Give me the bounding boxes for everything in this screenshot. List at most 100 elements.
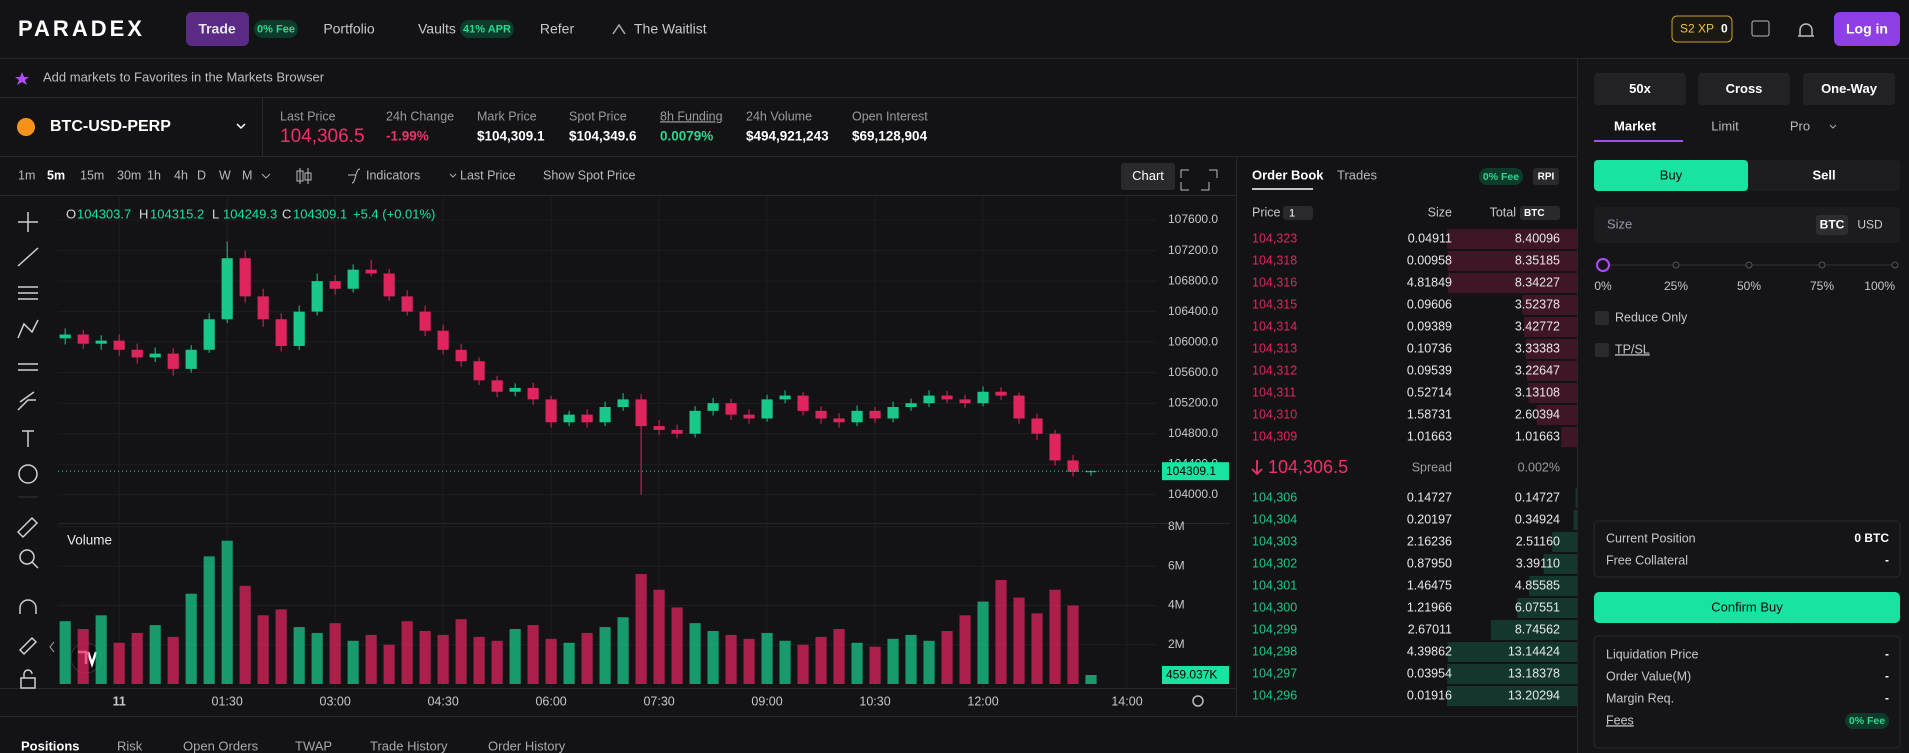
order-type[interactable]: Market: [1614, 118, 1657, 133]
chart-button-text[interactable]: Chart: [1132, 168, 1164, 183]
interval[interactable]: 15m: [80, 168, 104, 182]
interval[interactable]: D: [197, 168, 206, 182]
nav-item[interactable]: Portfolio: [323, 21, 375, 37]
ob-price[interactable]: 104,309: [1252, 429, 1297, 443]
slider-stop[interactable]: [1745, 261, 1753, 269]
trade-button[interactable]: [186, 12, 249, 46]
candle-type-icon[interactable]: [296, 168, 312, 184]
ob-price[interactable]: 104,313: [1252, 341, 1297, 355]
setting-button[interactable]: [1594, 73, 1686, 105]
interval[interactable]: 1h: [147, 168, 161, 182]
ob-price[interactable]: 104,315: [1252, 297, 1297, 311]
slider-handle[interactable]: [1596, 258, 1610, 272]
terminal-icon[interactable]: [1751, 20, 1770, 37]
bottom-tab[interactable]: TWAP: [295, 738, 332, 753]
ob-tab[interactable]: Order Book: [1252, 167, 1324, 182]
market-symbol[interactable]: BTC-USD-PERP: [50, 118, 171, 135]
ob-price[interactable]: 104,304: [1252, 512, 1297, 526]
ob-price[interactable]: 104,310: [1252, 407, 1297, 421]
ob-tick[interactable]: 1: [1289, 207, 1295, 219]
interval-chevron[interactable]: [261, 173, 271, 179]
collapse-arrow[interactable]: [49, 641, 55, 653]
ob-price[interactable]: 104,314: [1252, 319, 1297, 333]
interval[interactable]: 5m: [47, 168, 65, 182]
spot-toggle[interactable]: Show Spot Price: [543, 168, 635, 182]
interval[interactable]: W: [219, 168, 231, 182]
bottom-tab[interactable]: Open Orders: [183, 738, 259, 753]
ob-price[interactable]: 104,296: [1252, 688, 1297, 702]
price-source[interactable]: Last Price: [460, 168, 516, 182]
confirm-text[interactable]: Confirm Buy: [1711, 599, 1783, 614]
ob-price[interactable]: 104,323: [1252, 231, 1297, 245]
nav-item[interactable]: Trade: [198, 21, 236, 37]
setting-button[interactable]: [1803, 73, 1895, 105]
ob-price[interactable]: 104,302: [1252, 556, 1297, 570]
checkbox[interactable]: [1595, 311, 1609, 325]
login-text[interactable]: Log in: [1846, 21, 1888, 37]
ob-price[interactable]: 104,303: [1252, 534, 1297, 548]
ob-price[interactable]: 104,318: [1252, 253, 1297, 267]
ob-tab[interactable]: Trades: [1337, 167, 1377, 182]
setting-text[interactable]: One-Way: [1821, 81, 1878, 96]
buy-button[interactable]: [1594, 160, 1748, 191]
settings-icon[interactable]: [1192, 695, 1204, 707]
stat-label: Spot Price: [569, 109, 627, 123]
order-type[interactable]: Limit: [1711, 118, 1739, 133]
interval[interactable]: 30m: [117, 168, 141, 182]
fullscreen-icon[interactable]: [1180, 169, 1218, 191]
interval[interactable]: 1m: [18, 168, 35, 182]
reduce-only[interactable]: Reduce Only: [1615, 310, 1688, 324]
ob-unit[interactable]: BTC: [1524, 208, 1545, 219]
ob-price[interactable]: 104,298: [1252, 644, 1297, 658]
chart-button[interactable]: [1121, 163, 1175, 190]
bottom-tab[interactable]: Risk: [117, 738, 143, 753]
volume-bar: [275, 609, 287, 684]
setting-button[interactable]: [1698, 73, 1790, 105]
setting-text[interactable]: 50x: [1629, 81, 1651, 96]
checkbox[interactable]: [1595, 343, 1609, 357]
confirm-button[interactable]: [1594, 592, 1900, 623]
buy-text[interactable]: Buy: [1660, 167, 1683, 182]
interval[interactable]: M: [242, 168, 252, 182]
xp-box: [1671, 15, 1733, 43]
volume-bar: [1049, 589, 1061, 684]
ob-price[interactable]: 104,301: [1252, 578, 1297, 592]
rpi-badge[interactable]: [1533, 168, 1559, 185]
ob-price[interactable]: 104,299: [1252, 622, 1297, 636]
ob-price[interactable]: 104,300: [1252, 600, 1297, 614]
size-input[interactable]: [1594, 207, 1900, 243]
indicators-icon[interactable]: Indicators: [366, 168, 420, 182]
tick-select[interactable]: [1283, 206, 1313, 220]
sell-text[interactable]: Sell: [1812, 167, 1835, 182]
ob-price[interactable]: 104,312: [1252, 363, 1297, 377]
login-button[interactable]: [1834, 12, 1900, 46]
ob-size: 0.04911: [1408, 231, 1452, 245]
unit-select[interactable]: [1520, 206, 1560, 220]
size-unit[interactable]: USD: [1857, 218, 1883, 232]
nav-item[interactable]: Vaults: [418, 21, 456, 37]
rpi-text[interactable]: RPI: [1538, 172, 1555, 183]
interval[interactable]: 4h: [174, 168, 188, 182]
nav-item[interactable]: The Waitlist: [634, 21, 707, 37]
slider-stop[interactable]: [1818, 261, 1826, 269]
size-unit[interactable]: BTC: [1820, 218, 1845, 232]
xp-value: 0: [1721, 22, 1728, 36]
ob-price[interactable]: 104,297: [1252, 666, 1297, 680]
setting-text[interactable]: Cross: [1726, 81, 1763, 96]
tp-sl[interactable]: TP/SL: [1615, 342, 1650, 356]
order-type[interactable]: Pro: [1790, 118, 1810, 133]
depth-bar: [1552, 532, 1577, 552]
market-chevron[interactable]: [236, 123, 246, 130]
bell-icon[interactable]: [1798, 23, 1814, 37]
slider-stop[interactable]: [1672, 261, 1680, 269]
bottom-tab[interactable]: Trade History: [370, 738, 448, 753]
unit-chip[interactable]: [1816, 215, 1848, 235]
bottom-tab[interactable]: Order History: [488, 738, 566, 753]
ob-price[interactable]: 104,306: [1252, 490, 1297, 504]
bottom-tab[interactable]: Positions: [21, 738, 80, 753]
volume-bar: [293, 627, 305, 684]
ob-price[interactable]: 104,311: [1252, 385, 1296, 399]
slider-stop[interactable]: [1891, 261, 1899, 269]
ob-price[interactable]: 104,316: [1252, 275, 1297, 289]
nav-item[interactable]: Refer: [540, 21, 575, 37]
